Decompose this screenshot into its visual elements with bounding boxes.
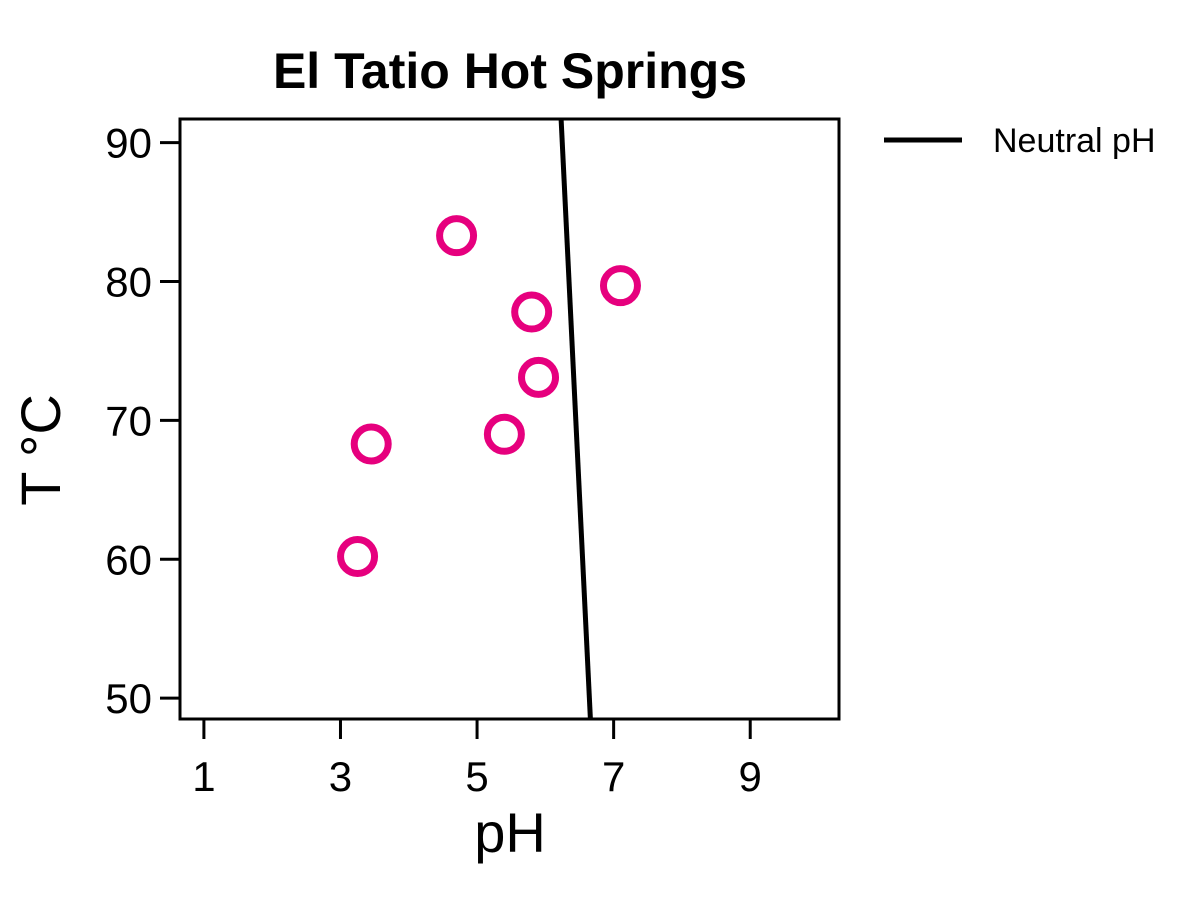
y-tick-label: 90 [105, 120, 152, 167]
data-point [518, 356, 560, 398]
y-tick-label: 80 [105, 259, 152, 306]
x-tick-label: 3 [329, 753, 352, 800]
x-tick-label: 5 [465, 753, 488, 800]
data-point [436, 215, 478, 257]
x-axis-label: pH [474, 801, 546, 864]
series-layer [337, 118, 641, 720]
y-tick-label: 60 [105, 536, 152, 583]
y-tick-label: 50 [105, 675, 152, 722]
legend-label-neutral-ph: Neutral pH [993, 122, 1156, 160]
data-point [599, 265, 641, 307]
data-point [511, 291, 553, 333]
x-tick-label: 1 [192, 753, 215, 800]
x-axis: 1 3 5 7 9 [192, 719, 762, 800]
data-point [350, 423, 392, 465]
y-tick-label: 70 [105, 397, 152, 444]
legend: Neutral pH [884, 122, 1156, 160]
x-tick-label: 7 [602, 753, 625, 800]
chart-title: El Tatio Hot Springs [273, 43, 747, 99]
x-tick-label: 9 [739, 753, 762, 800]
data-point [337, 536, 379, 577]
y-axis: 50 60 70 80 90 [105, 120, 180, 722]
data-point [483, 413, 525, 455]
neutral-ph-line [558, 118, 593, 720]
y-axis-label: T °C [9, 394, 72, 506]
